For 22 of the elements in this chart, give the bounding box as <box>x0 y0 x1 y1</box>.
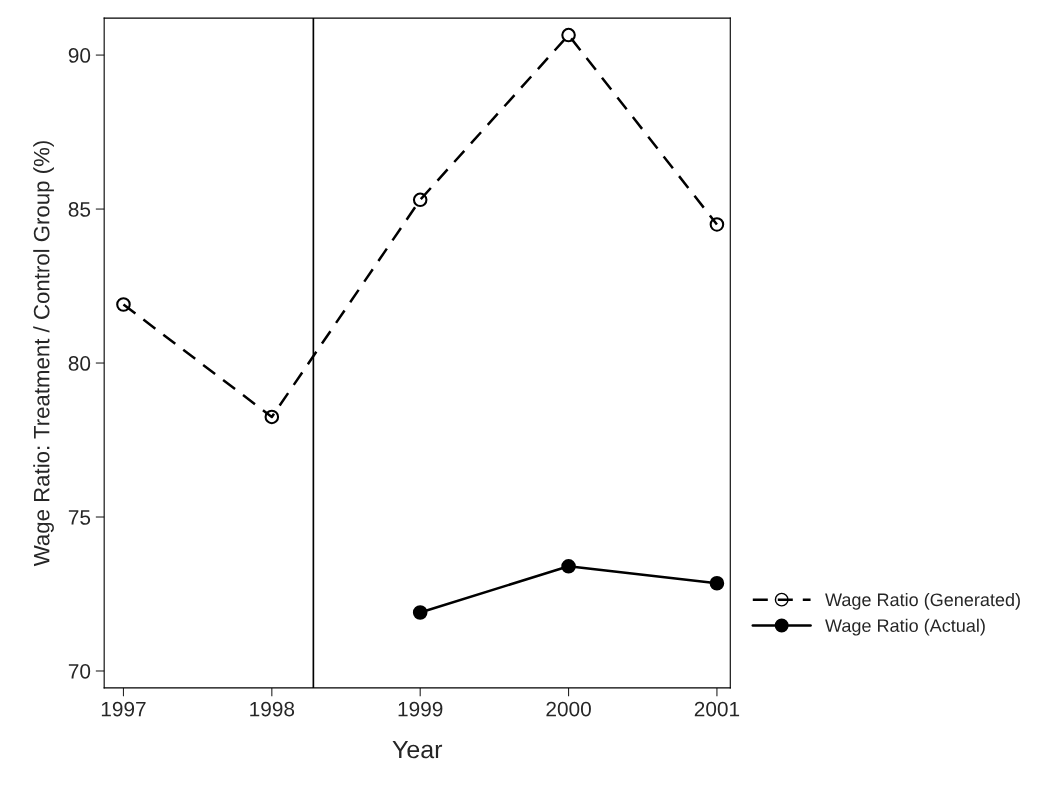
x-tick-label: 1999 <box>398 701 443 717</box>
x-tick-label: 2001 <box>694 701 740 717</box>
y-tick-label: 85 <box>68 202 91 217</box>
x-tick-label: 2000 <box>546 701 591 717</box>
y-tick-label: 75 <box>68 510 91 525</box>
point <box>561 27 576 43</box>
y-tick-label: 90 <box>68 48 91 63</box>
point <box>561 558 576 574</box>
x-tick-label: 1997 <box>101 701 146 717</box>
point <box>412 605 428 620</box>
point <box>116 297 131 312</box>
point <box>264 409 280 425</box>
point <box>412 192 428 208</box>
y-axis-title: Wage Ratio: Treatment / Control Group (%) <box>33 141 54 567</box>
point <box>709 575 725 591</box>
y-tick-label: 80 <box>68 356 91 371</box>
legend-label: Wage Ratio (Generated) <box>825 592 1020 610</box>
x-axis-title: Year <box>392 740 443 759</box>
x-tick-label: 1998 <box>250 701 295 717</box>
legend-label: Wage Ratio (Actual) <box>825 618 985 636</box>
point <box>709 217 725 232</box>
y-tick-label: 70 <box>68 663 91 679</box>
